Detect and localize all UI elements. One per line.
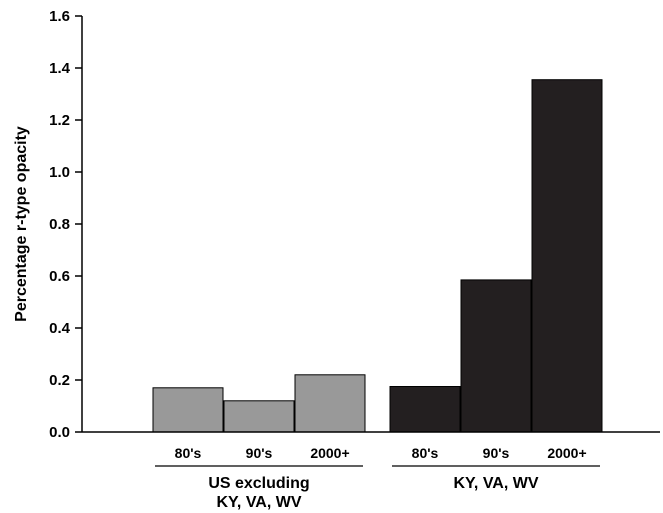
category-label: 2000+ (547, 445, 586, 461)
y-tick-label: 0.6 (49, 268, 70, 285)
category-labels: 80's 90's 2000+ 80's 90's 2000+ (175, 445, 587, 461)
bars-layer (152, 79, 603, 433)
bar-2-3 (531, 79, 603, 433)
y-tick-label: 0.2 (49, 372, 70, 389)
category-label: 80's (412, 445, 439, 461)
y-tick-label: 1.4 (49, 60, 71, 77)
category-label: 90's (246, 445, 273, 461)
y-tick-label: 1.0 (49, 164, 70, 181)
y-tick-label: 1.6 (49, 8, 70, 25)
group-labels: US excluding KY, VA, WV KY, VA, WV (155, 465, 600, 511)
bar-1-3 (294, 374, 366, 433)
bar-2-2 (460, 279, 532, 433)
group-label: US excluding (208, 475, 309, 492)
group-label: KY, VA, WV (453, 475, 538, 492)
y-tick-label: 0.4 (49, 320, 71, 337)
y-axis-title: Percentage r-type opacity (13, 126, 30, 322)
y-tick-label: 0.8 (49, 216, 70, 233)
category-label: 2000+ (310, 445, 349, 461)
bar-2-1 (389, 386, 461, 433)
category-label: 90's (483, 445, 510, 461)
y-tick-label: 1.2 (49, 112, 70, 129)
group-label-line2: KY, VA, WV (216, 494, 301, 511)
bar-1-1 (152, 387, 224, 433)
category-label: 80's (175, 445, 202, 461)
bar-1-2 (223, 400, 295, 433)
y-ticks: 0.0 0.2 0.4 0.6 0.8 1.0 1.2 1.4 1.6 (49, 8, 82, 441)
y-tick-label: 0.0 (49, 424, 70, 441)
